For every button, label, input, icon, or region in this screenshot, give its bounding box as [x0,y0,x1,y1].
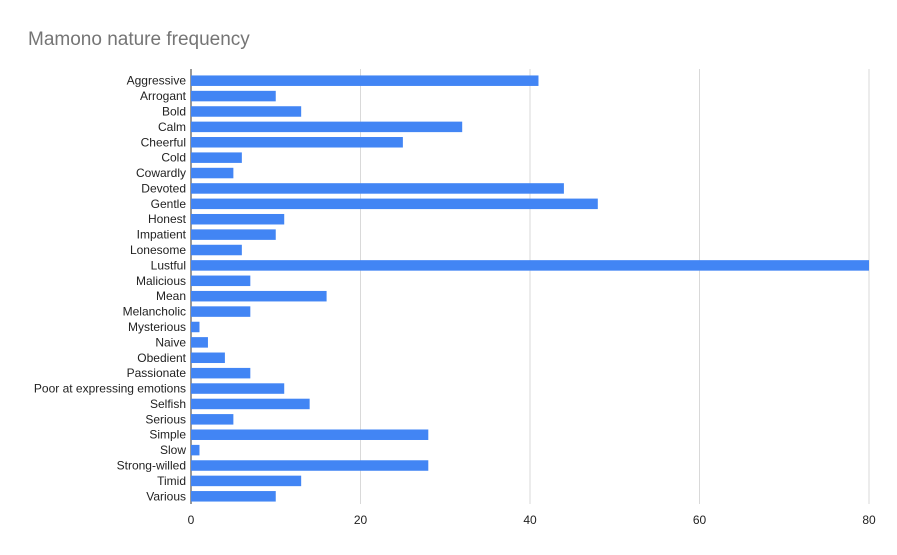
category-label: Devoted [141,181,186,195]
bar [191,460,429,471]
bar [191,367,251,379]
x-tick-label: 80 [862,513,876,527]
category-label: Mean [156,289,186,303]
x-tick-labels: 0 20 40 60 80 [188,513,876,527]
category-label: Calm [158,120,186,134]
category-label: Selfish [150,397,186,411]
bar [191,229,276,240]
bar [191,429,429,440]
x-tick-label: 40 [523,513,537,527]
category-label: Slow [160,443,186,457]
bar [191,275,251,287]
category-label: Cold [161,151,186,165]
category-label: Simple [149,428,186,442]
bar [191,398,310,410]
category-label: Serious [145,412,186,426]
bars [191,75,869,502]
bar [191,290,327,302]
x-tick-label: 0 [188,513,195,527]
category-label: Melancholic [123,305,186,319]
category-label: Mysterious [128,320,186,334]
category-label: Gentle [151,197,187,211]
category-label: Bold [162,104,186,118]
bar [191,137,403,148]
chart-title: Mamono nature frequency [28,29,250,50]
bar [191,167,234,179]
bar [191,244,242,256]
category-label: Honest [148,212,187,226]
category-label: Naive [155,335,186,349]
bar [191,414,234,425]
bar [191,475,302,487]
bar [191,121,463,133]
category-label: Cheerful [141,135,186,149]
category-label: Malicious [136,274,186,288]
bar [191,383,285,394]
category-label: Aggressive [127,74,187,88]
bar [191,444,200,456]
category-label: Poor at expressing emotions [34,382,186,396]
bar [191,260,869,271]
x-tick-label: 20 [354,513,368,527]
category-label: Cowardly [136,166,186,180]
category-label: Timid [157,474,186,488]
category-label: Various [146,489,186,503]
category-label: Passionate [127,366,187,380]
category-label: Impatient [137,228,187,242]
bar [191,321,200,333]
category-label: Lustful [151,258,186,272]
category-label: Obedient [137,351,186,365]
bar [191,352,225,364]
category-label: Strong-willed [117,459,186,473]
x-tick-label: 60 [693,513,707,527]
bar [191,183,564,194]
bar [191,306,251,317]
bar [191,198,598,210]
category-label: Arrogant [140,89,187,103]
bar [191,337,208,348]
bar [191,213,285,225]
bar [191,106,302,117]
category-label: Lonesome [130,243,186,257]
bar [191,152,242,163]
bar [191,75,539,86]
bar [191,491,276,502]
bar [191,90,276,102]
